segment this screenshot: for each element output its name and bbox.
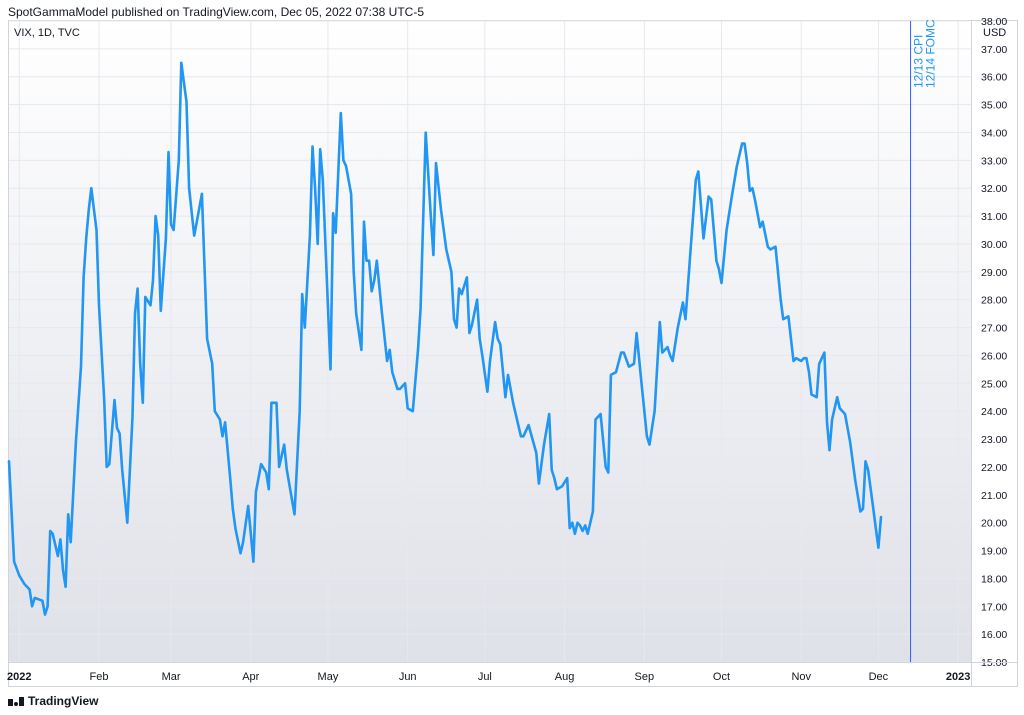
event-annotation-label: 12/14 FOMC — [924, 19, 938, 88]
y-tick-label: 29.00 — [981, 267, 1007, 279]
x-tick-label: Jul — [478, 671, 492, 683]
y-tick-label: 24.00 — [981, 406, 1007, 418]
y-tick-label: 22.00 — [981, 462, 1007, 474]
y-tick-label: 33.00 — [981, 155, 1007, 167]
y-tick-label: 26.00 — [981, 350, 1007, 362]
y-tick-label: 25.00 — [981, 378, 1007, 390]
y-tick-label: 35.00 — [981, 100, 1007, 112]
grid-layer — [9, 20, 971, 663]
tradingview-logo-icon — [8, 696, 24, 706]
y-tick-label: 27.00 — [981, 323, 1007, 335]
x-tick-label: Mar — [162, 671, 181, 683]
y-tick-label: 32.00 — [981, 183, 1007, 195]
symbol-legend[interactable]: VIX, 1D, TVC — [14, 27, 80, 39]
event-annotation-label: 12/13 CPI — [912, 35, 926, 88]
x-tick-label: Feb — [90, 671, 109, 683]
x-tick-label: Oct — [713, 671, 730, 683]
y-tick-label: 20.00 — [981, 518, 1007, 530]
y-tick-label: 31.00 — [981, 211, 1007, 223]
y-tick-label: 28.00 — [981, 295, 1007, 307]
y-tick-label: 36.00 — [981, 72, 1007, 84]
x-tick-label: Jun — [399, 671, 417, 683]
y-tick-label: 38.00 — [981, 16, 1007, 28]
series-layer — [7, 61, 883, 616]
y-tick-label: 18.00 — [981, 573, 1007, 585]
price-axis[interactable]: 38.00 37.00 36.00 35.00 34.00 33.00 32.00 31.00… — [971, 16, 1008, 687]
currency-label: USD — [983, 27, 1007, 39]
x-tick-label: May — [318, 671, 339, 683]
x-tick-label: Nov — [791, 671, 811, 683]
y-tick-label: 19.00 — [981, 546, 1007, 558]
y-tick-label: 21.00 — [981, 490, 1007, 502]
y-tick-label: 30.00 — [981, 239, 1007, 251]
tradingview-logo[interactable]: TradingView — [8, 694, 98, 708]
y-tick-label: 34.00 — [981, 127, 1007, 139]
vix-price-line — [7, 61, 883, 616]
publisher-line: SpotGammaModel published on TradingView.… — [8, 5, 425, 19]
x-tick-label: Dec — [869, 671, 889, 683]
y-tick-label: 17.00 — [981, 601, 1007, 613]
time-axis[interactable]: 2022 Feb Mar Apr May Jun Jul Aug Sep Oct Nov Dec 202… — [7, 662, 1018, 684]
x-tick-label: Sep — [635, 671, 655, 683]
plot-area[interactable] — [9, 21, 971, 662]
tradingview-brand-label: TradingView — [28, 694, 99, 708]
y-tick-label: 23.00 — [981, 434, 1007, 446]
x-tick-label: Apr — [242, 671, 259, 683]
x-tick-label: 2022 — [7, 671, 31, 683]
x-tick-label: 2023 — [946, 671, 970, 683]
y-tick-label: 16.00 — [981, 629, 1007, 641]
y-tick-label: 37.00 — [981, 44, 1007, 56]
x-tick-label: Aug — [555, 671, 575, 683]
